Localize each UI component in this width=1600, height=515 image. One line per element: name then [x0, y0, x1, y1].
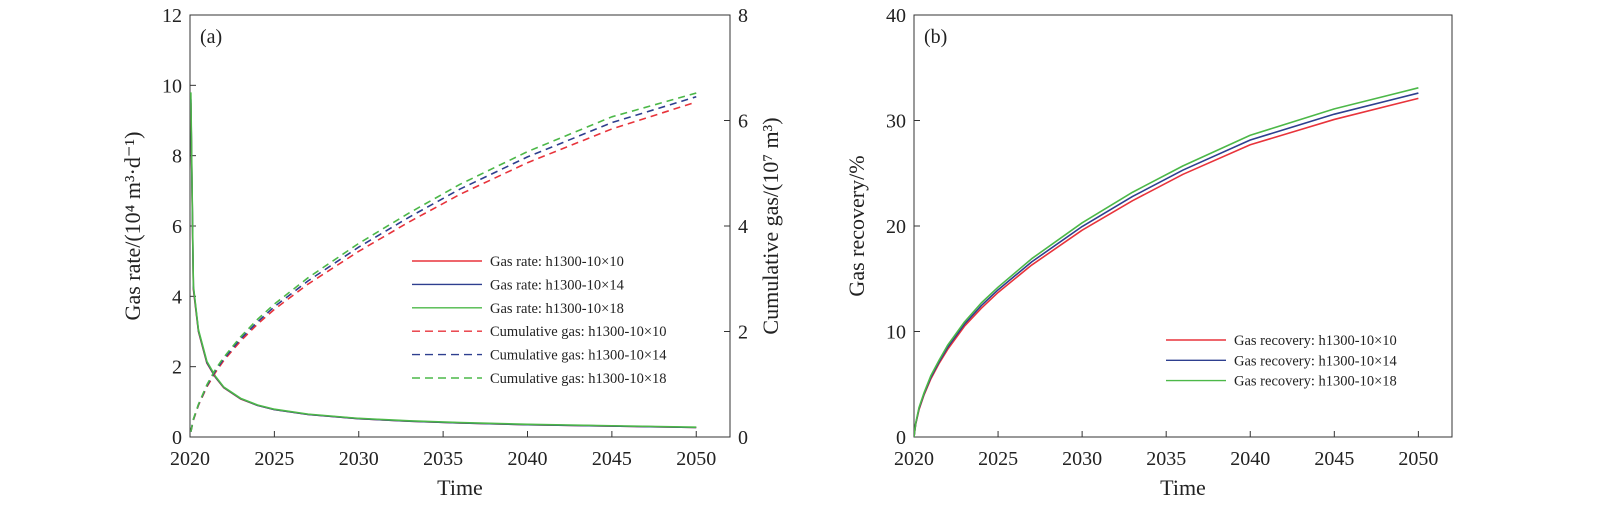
x-tick-label: 2030: [339, 448, 379, 470]
legend-label: Gas rate: h1300-10×14: [490, 277, 625, 293]
x-axis-label: Time: [1160, 475, 1206, 500]
y-tick-label: 0: [172, 427, 182, 449]
series-lines: [914, 87, 1419, 437]
x-tick-label: 2050: [676, 448, 716, 470]
series-line: [914, 87, 1419, 437]
x-tick-label: 2040: [1230, 448, 1270, 470]
legend-label: Gas recovery: h1300-10×18: [1234, 374, 1397, 390]
legend-label: Gas recovery: h1300-10×10: [1234, 333, 1397, 349]
y-tick-label: 4: [172, 286, 182, 308]
y-axis-label: Gas recovery/%: [844, 155, 869, 296]
y-tick-label: 20: [886, 216, 906, 238]
legend-label: Gas recovery: h1300-10×14: [1234, 353, 1398, 369]
legend: Gas rate: h1300-10×10 Gas rate: h1300-10×…: [412, 254, 667, 387]
x-tick-label: 2045: [592, 448, 632, 470]
legend-label: Cumulative gas: h1300-10×18: [490, 371, 667, 387]
x-axis-label: Time: [437, 475, 483, 500]
legend: Gas recovery: h1300-10×10 Gas recovery: h…: [1166, 333, 1398, 390]
y2-tick-label: 6: [738, 111, 748, 133]
x-tick-label: 2045: [1314, 448, 1354, 470]
y-axis-label: Gas rate/(10⁴ m³·d⁻¹): [120, 132, 145, 321]
legend-label: Gas rate: h1300-10×10: [490, 254, 624, 270]
panel-label: (a): [200, 26, 222, 48]
x-tick-label: 2050: [1398, 448, 1438, 470]
series-line: [190, 92, 697, 432]
y-tick-label: 40: [886, 5, 906, 27]
x-tick-label: 2035: [423, 448, 463, 470]
x-tick-label: 2035: [1146, 448, 1186, 470]
y-tick-label: 12: [162, 5, 182, 27]
x-tick-label: 2025: [978, 448, 1018, 470]
panel-label: (b): [924, 26, 947, 48]
x-tick-label: 2030: [1062, 448, 1102, 470]
x-tick-label: 2020: [170, 448, 210, 470]
y2-tick-label: 0: [738, 427, 748, 449]
y2-tick-label: 4: [738, 216, 748, 238]
y-tick-label: 10: [886, 322, 906, 344]
y-tick-label: 8: [172, 146, 182, 168]
x-tick-label: 2025: [254, 448, 294, 470]
y2-axis-label: Cumulative gas/(10⁷ m³): [758, 117, 783, 334]
panel-a: 2020 2025 2030 2035 2040 2045 2050 0 2 4 6 8 10 12 0 2 4…: [120, 5, 783, 500]
legend-label: Cumulative gas: h1300-10×10: [490, 324, 667, 340]
series-lines: [190, 92, 697, 432]
legend-label: Gas rate: h1300-10×18: [490, 301, 624, 317]
y-tick-label: 30: [886, 111, 906, 133]
y-tick-label: 2: [172, 357, 182, 379]
x-tick-label: 2020: [894, 448, 934, 470]
x-tick-label: 2040: [508, 448, 548, 470]
panel-b: 2020 2025 2030 2035 2040 2045 2050010203040Tim…: [844, 5, 1453, 500]
y-tick-label: 10: [162, 75, 182, 97]
y-tick-label: 6: [172, 216, 182, 238]
y-tick-label: 0: [896, 427, 906, 449]
y2-tick-label: 2: [738, 322, 748, 344]
legend-label: Cumulative gas: h1300-10×14: [490, 348, 667, 364]
y2-tick-label: 8: [738, 5, 748, 27]
series-line: [190, 92, 697, 428]
